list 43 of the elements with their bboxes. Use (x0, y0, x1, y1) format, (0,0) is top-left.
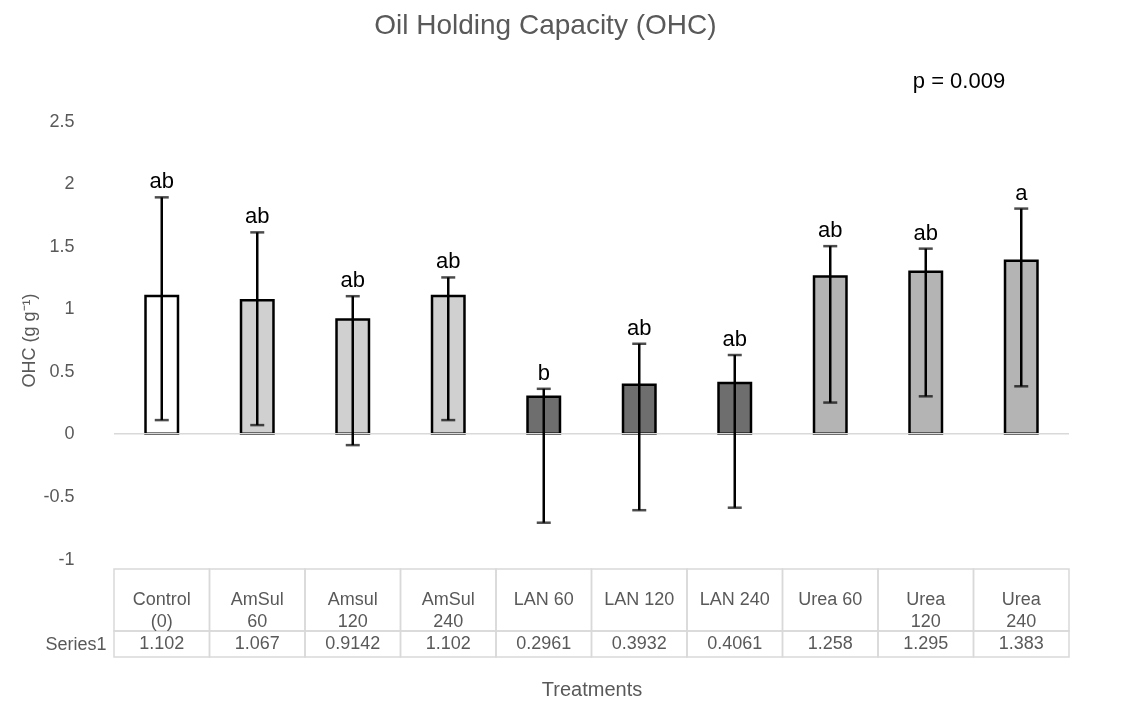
x-tick-label: Urea 240 (1001, 589, 1042, 631)
annotation: b (537, 359, 550, 385)
data-label: 0.3932 (611, 633, 667, 653)
data-label: 0.4061 (707, 633, 763, 653)
x-tick-label: Control (0) (132, 589, 191, 631)
annotation: ab (340, 267, 365, 293)
data-label: 1.383 (998, 633, 1044, 653)
data-label: 1.102 (425, 633, 471, 653)
y-axis-title: OHC (g g⁻¹) (19, 293, 40, 388)
x-tick-label: LAN 120 (604, 589, 675, 609)
y-tick-label: -1 (58, 548, 75, 569)
annotation: ab (245, 203, 270, 229)
y-tick-label: 2.5 (49, 110, 75, 131)
x-tick-label: Urea 120 (906, 589, 947, 631)
annotation: ab (818, 217, 843, 243)
data-label: 1.067 (234, 633, 280, 653)
y-tick-label: 1.5 (49, 235, 75, 256)
annotation: ab (722, 326, 747, 352)
x-tick-label: AmSul 60 (230, 589, 284, 631)
x-tick-label: Urea 60 (798, 589, 863, 609)
text: Series1 (45, 633, 107, 654)
x-axis-title: Treatments (541, 677, 643, 700)
annotation: ab (149, 168, 174, 194)
x-tick-label: LAN 240 (699, 589, 770, 609)
y-tick-label: -0.5 (43, 485, 75, 506)
y-tick-label: 0 (64, 423, 75, 444)
x-tick-label: AmSul 240 (421, 589, 475, 631)
y-tick-label: 2 (64, 173, 75, 194)
x-tick-label: Amsul 120 (327, 589, 378, 631)
y-tick-label: 1 (64, 298, 75, 319)
data-label: 0.9142 (325, 633, 381, 653)
x-tick-label: LAN 60 (513, 589, 574, 609)
data-label: 1.102 (139, 633, 185, 653)
annotation: ab (913, 219, 938, 245)
y-tick-label: 0.5 (49, 360, 75, 381)
chart-title: Oil Holding Capacity (OHC) (374, 9, 717, 40)
text: p = 0.009 (912, 68, 1006, 93)
annotation: a (1015, 179, 1029, 205)
annotation: ab (627, 314, 652, 340)
data-label: 0.2961 (516, 633, 572, 653)
data-label: 1.258 (807, 633, 853, 653)
data-label: 1.295 (903, 633, 949, 653)
annotation: ab (436, 248, 461, 274)
